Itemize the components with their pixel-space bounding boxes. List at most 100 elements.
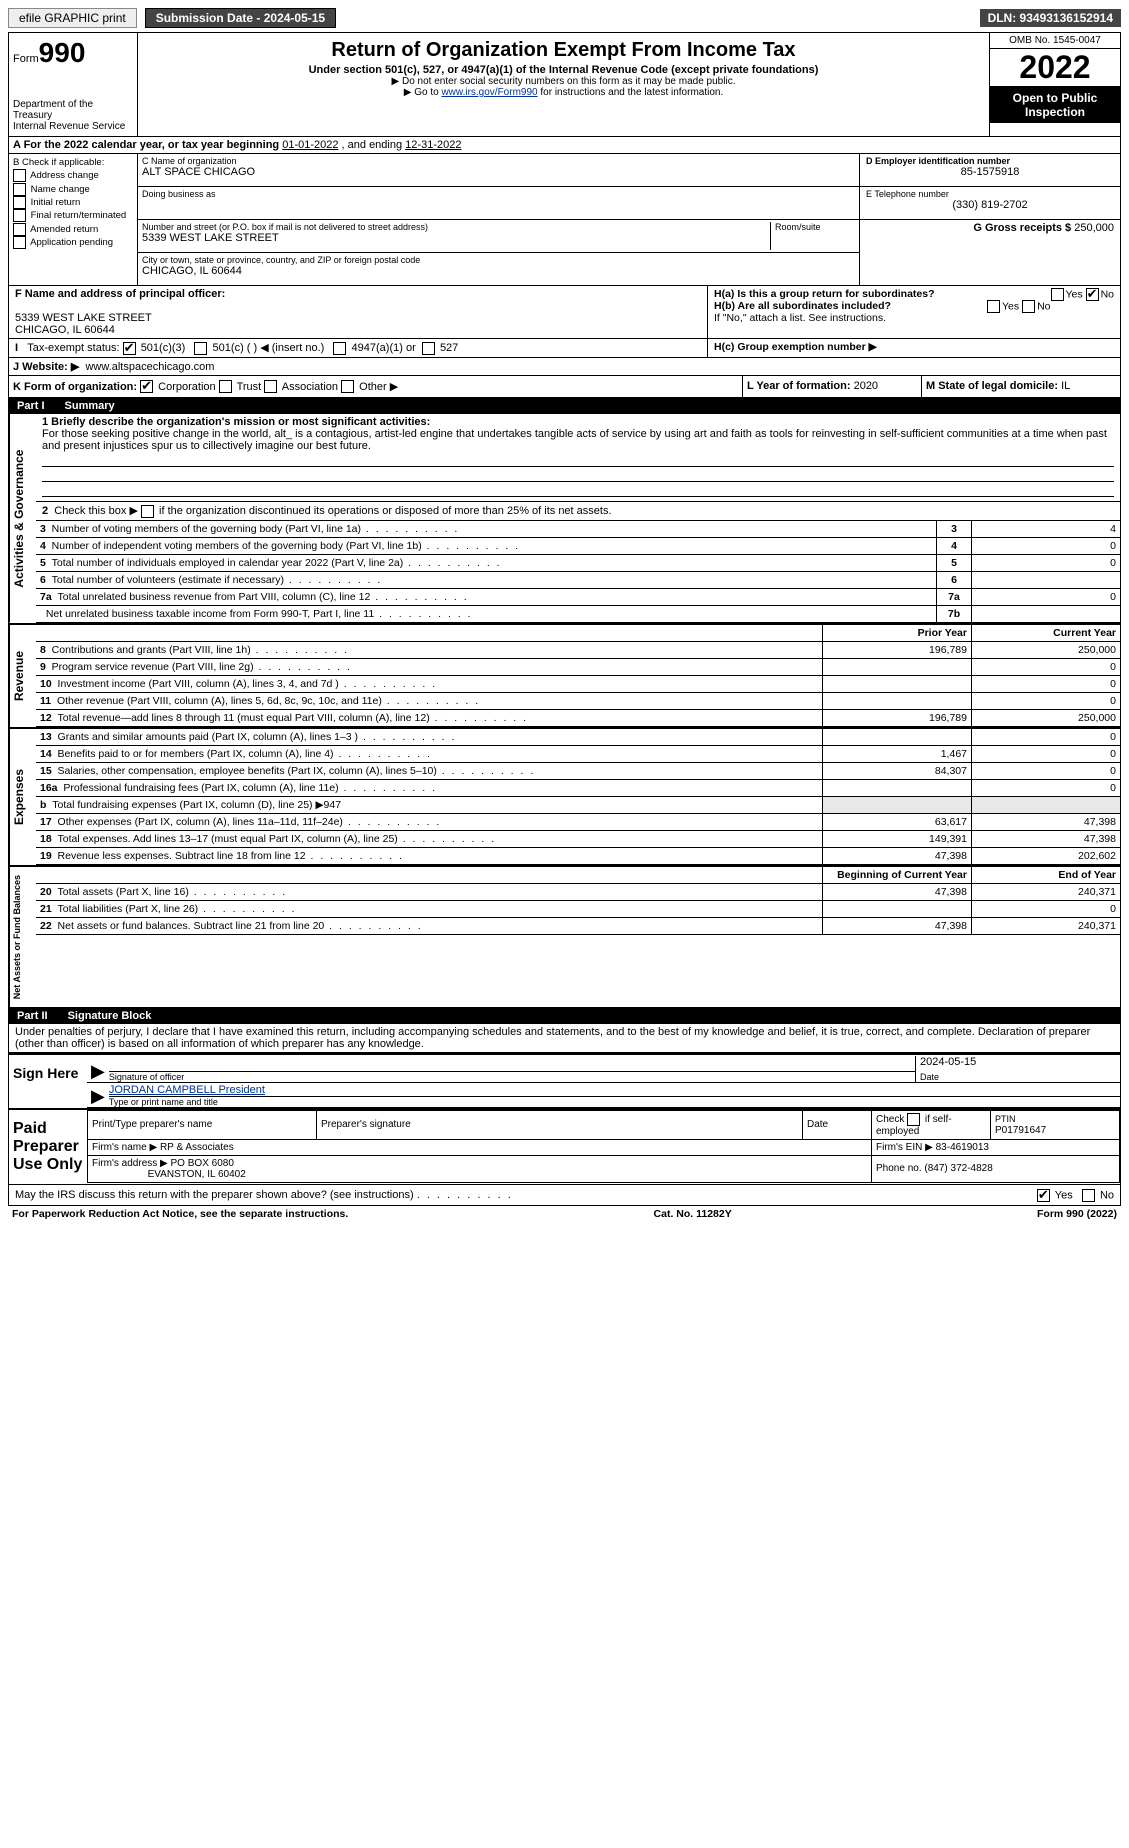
- checkbox-trust[interactable]: [219, 380, 232, 393]
- checkbox-corp[interactable]: [140, 380, 153, 393]
- prep-date-label: Date: [803, 1110, 872, 1139]
- opt-4947: 4947(a)(1) or: [352, 342, 416, 354]
- form-number: 990: [39, 37, 86, 68]
- room-label: Room/suite: [775, 222, 855, 232]
- dba-label: Doing business as: [142, 189, 855, 199]
- opt-other: Other ▶: [359, 381, 398, 393]
- irs-no: No: [1100, 1189, 1114, 1201]
- table-row: 14 Benefits paid to or for members (Part…: [36, 745, 1120, 762]
- submission-date-button[interactable]: Submission Date - 2024-05-15: [145, 8, 336, 28]
- ha-no-checkbox[interactable]: [1086, 288, 1099, 301]
- check-if-label: Check if self-employed: [876, 1114, 952, 1137]
- tax-year: 2022: [990, 48, 1120, 87]
- ein-label: D Employer identification number: [866, 156, 1114, 166]
- part1-num: Part I: [17, 400, 45, 412]
- block-m-label: M State of legal domicile:: [926, 380, 1058, 392]
- irs-yes: Yes: [1055, 1189, 1073, 1201]
- section-a-tax-year: A For the 2022 calendar year, or tax yea…: [9, 137, 1120, 154]
- firm-addr-label: Firm's address ▶: [92, 1158, 168, 1169]
- prep-phone: (847) 372-4828: [924, 1163, 992, 1174]
- checkbox-name-change[interactable]: [13, 183, 26, 196]
- table-row: 21 Total liabilities (Part X, line 26)0: [36, 900, 1120, 917]
- label-initial-return: Initial return: [31, 197, 81, 208]
- form-container: Form990 Department of the Treasury Inter…: [8, 32, 1121, 1206]
- checkbox-assoc[interactable]: [264, 380, 277, 393]
- city-label: City or town, state or province, country…: [142, 255, 855, 265]
- date-label: Date: [920, 1072, 1120, 1082]
- checkbox-501c[interactable]: [194, 342, 207, 355]
- irs-no-checkbox[interactable]: [1082, 1189, 1095, 1202]
- footer-right-pre: Form: [1037, 1208, 1066, 1220]
- table-row: 11 Other revenue (Part VIII, column (A),…: [36, 692, 1120, 709]
- table-row: 10 Investment income (Part VIII, column …: [36, 675, 1120, 692]
- hb-yes-checkbox[interactable]: [987, 300, 1000, 313]
- form-word: Form: [13, 53, 39, 65]
- checkbox-527[interactable]: [422, 342, 435, 355]
- checkbox-app-pending[interactable]: [13, 236, 26, 249]
- col-begin-year: Beginning of Current Year: [823, 867, 972, 884]
- part1-header: Part I Summary: [9, 398, 1120, 414]
- irs-link[interactable]: www.irs.gov/Form990: [441, 87, 537, 98]
- may-irs-label: May the IRS discuss this return with the…: [15, 1189, 414, 1201]
- hb-yes: Yes: [1002, 300, 1019, 312]
- form-header: Form990 Department of the Treasury Inter…: [9, 33, 1120, 137]
- ha-yes: Yes: [1066, 288, 1083, 300]
- block-l-label: L Year of formation:: [747, 380, 851, 392]
- opt-527: 527: [440, 342, 458, 354]
- checkbox-final-return[interactable]: [13, 209, 26, 222]
- col-end-year: End of Year: [972, 867, 1121, 884]
- ha-label: H(a) Is this a group return for subordin…: [714, 288, 935, 300]
- footer-right-bold: 990: [1066, 1208, 1084, 1220]
- firm-addr2: EVANSTON, IL 60402: [148, 1169, 246, 1180]
- prep-phone-label: Phone no.: [876, 1163, 922, 1174]
- table-row: 9 Program service revenue (Part VIII, li…: [36, 658, 1120, 675]
- ein-value: 85-1575918: [866, 166, 1114, 178]
- ha-no: No: [1101, 288, 1114, 300]
- line1-label: 1 Briefly describe the organization's mi…: [42, 416, 430, 428]
- ha-yes-checkbox[interactable]: [1051, 288, 1064, 301]
- table-row: 19 Revenue less expenses. Subtract line …: [36, 847, 1120, 864]
- label-address-change: Address change: [30, 170, 99, 181]
- checkbox-501c3[interactable]: [123, 342, 136, 355]
- table-row: 7a Total unrelated business revenue from…: [36, 588, 1120, 605]
- org-name-label: C Name of organization: [142, 156, 855, 166]
- footer-mid: Cat. No. 11282Y: [654, 1208, 732, 1220]
- label-amended: Amended return: [30, 224, 98, 235]
- mission-text: For those seeking positive change in the…: [42, 428, 1107, 452]
- checkbox-self-employed[interactable]: [907, 1113, 920, 1126]
- footer-left: For Paperwork Reduction Act Notice, see …: [12, 1208, 348, 1220]
- opt-501c3: 501(c)(3): [141, 342, 186, 354]
- checkbox-4947[interactable]: [333, 342, 346, 355]
- table-row: Net unrelated business taxable income fr…: [36, 605, 1120, 622]
- opt-assoc: Association: [282, 381, 338, 393]
- gross-label: G Gross receipts $: [973, 222, 1071, 234]
- tax-year-begin: 01-01-2022: [282, 139, 338, 151]
- officer-name-link[interactable]: JORDAN CAMPBELL President: [109, 1084, 265, 1096]
- open-to-public: Open to Public Inspection: [990, 87, 1120, 123]
- checkbox-discontinued[interactable]: [141, 505, 154, 518]
- expenses-table: 13 Grants and similar amounts paid (Part…: [36, 729, 1120, 865]
- section-a-mid: , and ending: [342, 139, 406, 151]
- top-bar: efile GRAPHIC print Submission Date - 20…: [8, 8, 1121, 28]
- goto-post: for instructions and the latest informat…: [538, 87, 724, 98]
- firm-ein-label: Firm's EIN ▶: [876, 1142, 933, 1153]
- hb-no-checkbox[interactable]: [1022, 300, 1035, 313]
- checkbox-amended[interactable]: [13, 223, 26, 236]
- officer-line1: 5339 WEST LAKE STREET: [15, 312, 152, 324]
- opt-corp: Corporation: [158, 381, 215, 393]
- block-b-checkboxes: B Check if applicable: Address change Na…: [9, 154, 138, 285]
- org-name: ALT SPACE CHICAGO: [142, 166, 855, 178]
- sign-here-label: Sign Here: [9, 1055, 87, 1108]
- checkbox-other[interactable]: [341, 380, 354, 393]
- table-row: 22 Net assets or fund balances. Subtract…: [36, 917, 1120, 934]
- block-f-label: F Name and address of principal officer:: [15, 288, 225, 300]
- gross-value: 250,000: [1074, 222, 1114, 234]
- checkbox-initial-return[interactable]: [13, 196, 26, 209]
- arrow-icon: ▶: [87, 1061, 109, 1082]
- page-footer: For Paperwork Reduction Act Notice, see …: [8, 1206, 1121, 1222]
- part1-title: Summary: [65, 400, 115, 412]
- firm-ein: 83-4619013: [936, 1142, 989, 1153]
- checkbox-address-change[interactable]: [13, 169, 26, 182]
- paid-preparer-label: Paid Preparer Use Only: [9, 1110, 87, 1184]
- irs-yes-checkbox[interactable]: [1037, 1189, 1050, 1202]
